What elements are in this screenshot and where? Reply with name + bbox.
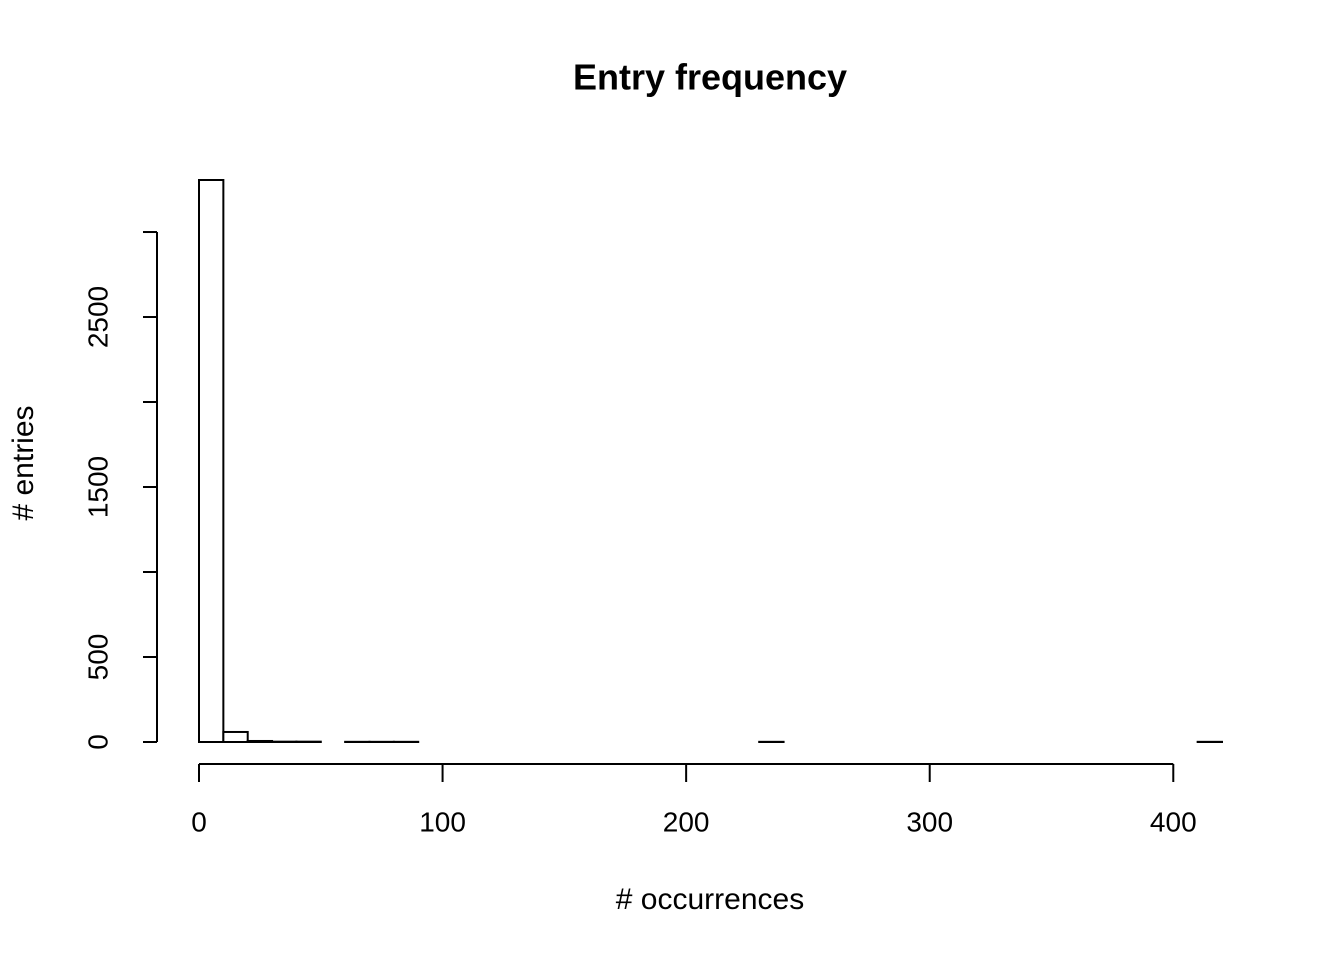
y-tick-label: 2500 — [82, 286, 113, 348]
bar — [198, 179, 225, 743]
x-axis-label: # occurrences — [616, 883, 804, 916]
chart-title: Entry frequency — [573, 57, 847, 98]
y-tick-label: 0 — [82, 734, 113, 750]
x-tick-label: 0 — [191, 806, 207, 837]
bar — [246, 739, 274, 744]
y-axis-label: # entries — [7, 405, 40, 520]
y-tick-label: 500 — [82, 634, 113, 681]
x-tick-label: 300 — [906, 806, 953, 837]
x-tick-label: 200 — [663, 806, 710, 837]
x-tick-label: 400 — [1150, 806, 1197, 837]
y-tick-label: 1500 — [82, 456, 113, 518]
x-tick-label: 100 — [419, 806, 466, 837]
bar — [222, 730, 249, 743]
